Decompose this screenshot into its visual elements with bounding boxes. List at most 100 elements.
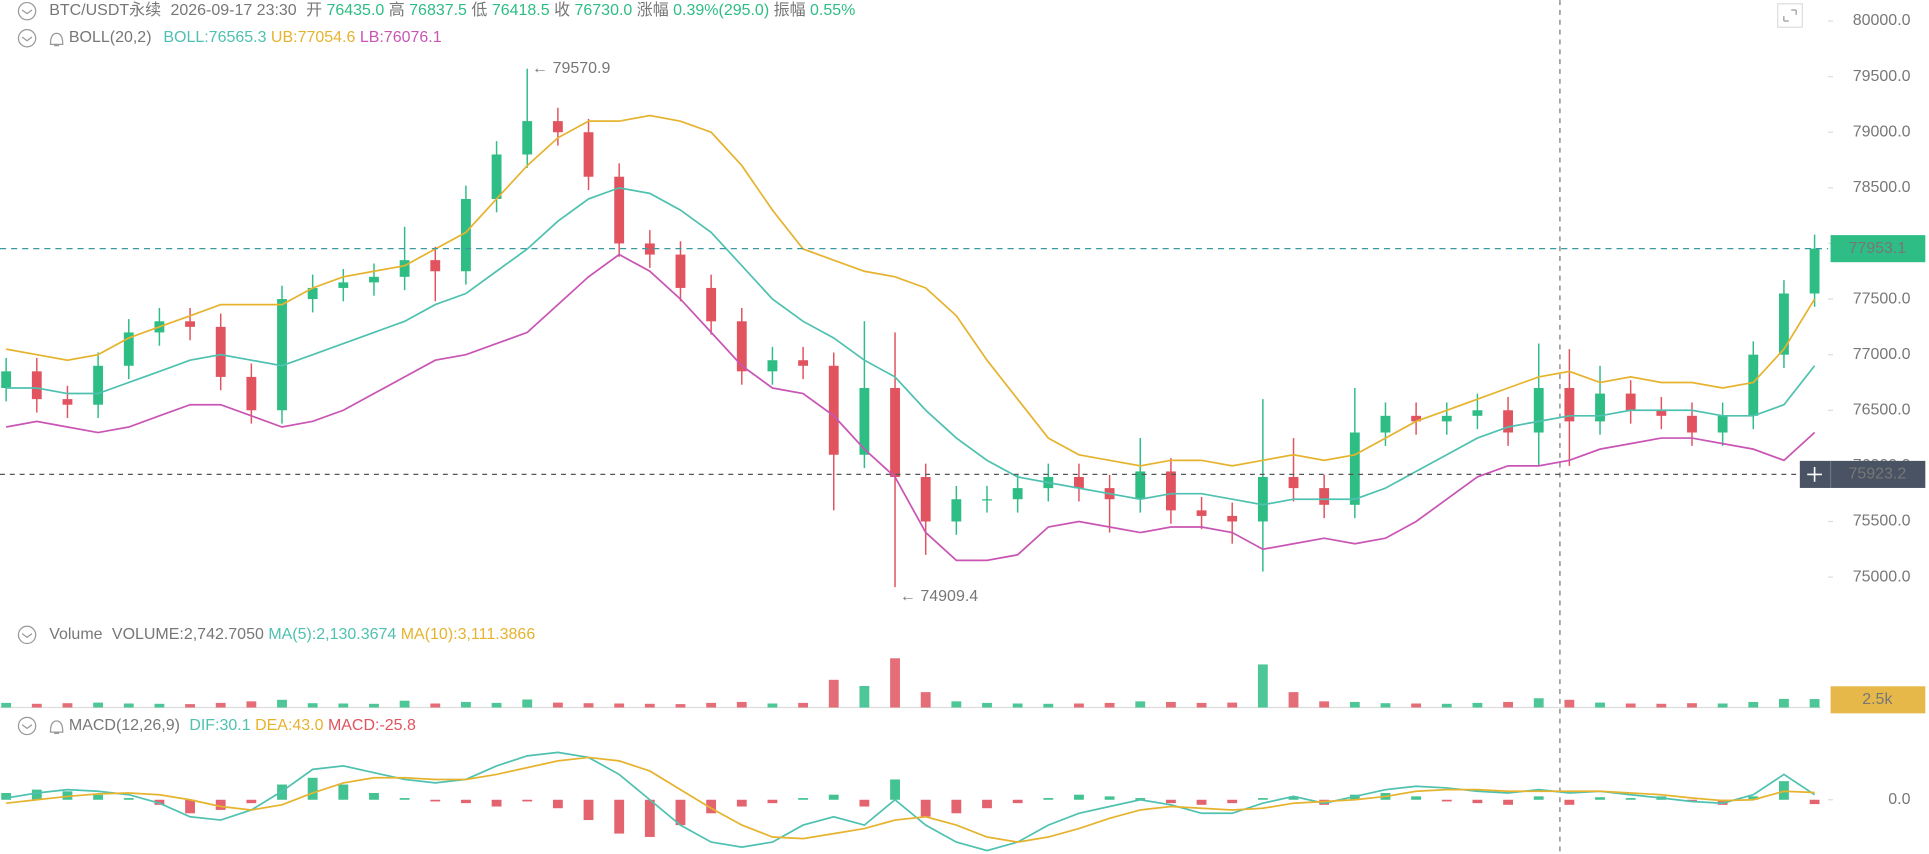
volume-bar <box>277 699 287 708</box>
candle-body <box>1411 415 1422 422</box>
candle-body <box>1625 393 1636 411</box>
volume-bar <box>1 702 12 708</box>
candle-body <box>307 287 318 300</box>
candle-body <box>215 326 226 377</box>
volume-bar <box>246 701 257 708</box>
macd-bar <box>1748 796 1759 800</box>
macd-bar <box>1227 799 1238 804</box>
candle-body <box>1319 488 1330 505</box>
macd-bar <box>246 799 257 804</box>
candle-body <box>1441 415 1452 422</box>
volume-bar <box>338 703 349 708</box>
volume-bar <box>1656 703 1667 708</box>
volume-bar <box>1533 698 1544 708</box>
candle-body <box>1 371 12 389</box>
volume-bar <box>31 703 42 708</box>
candle-body <box>982 499 992 501</box>
volume-bar <box>522 699 533 708</box>
volume-bar <box>675 704 686 708</box>
candle-body <box>246 376 257 411</box>
candle-body <box>123 332 134 366</box>
macd-bar <box>185 799 195 814</box>
volume-bar <box>1349 701 1360 708</box>
icons <box>17 1 1803 736</box>
value: MA(10):3,111.3866 <box>401 626 536 643</box>
volume-bar <box>1564 699 1575 708</box>
macd-bar <box>1074 794 1084 800</box>
volume-bar <box>1441 703 1452 708</box>
macd-bar <box>1012 799 1023 804</box>
extreme-label: ← 74909.4 <box>900 588 978 605</box>
macd-bar <box>644 799 655 837</box>
macd-bar <box>93 794 104 800</box>
candle-body <box>1135 471 1146 500</box>
macd-bar <box>951 799 962 814</box>
macd-header: MACD(12,26,9) DIF:30.1 DEA:43.0 MACD:-25… <box>69 717 416 734</box>
indicator-name: BOLL(20,2) <box>69 29 152 46</box>
volume-bar <box>1165 701 1176 708</box>
candle-body <box>1503 410 1513 433</box>
toggle-icon[interactable] <box>17 29 37 48</box>
toggle-icon[interactable] <box>17 625 37 645</box>
macd-bar <box>1 792 12 800</box>
candle-body <box>644 243 655 255</box>
volume-bar <box>890 658 900 708</box>
y-tick-label: 77500.0 <box>1853 290 1911 307</box>
macd-bar <box>154 799 165 805</box>
volume-bar <box>798 702 809 708</box>
y-tick-label: 78500.0 <box>1853 179 1911 196</box>
value: DIF:30.1 <box>189 717 250 734</box>
toggle-icon[interactable] <box>17 716 37 736</box>
volume-bar <box>461 701 471 708</box>
volume-bar <box>736 701 747 708</box>
volume-bar <box>1104 702 1115 708</box>
candle-body <box>736 321 747 372</box>
volume-bar <box>154 703 165 708</box>
boll-lower <box>5 253 1816 562</box>
macd-bar <box>1165 799 1176 804</box>
header: BTC/USDT永续 2026-09-17 23:30 开 76435.0 高 … <box>49 1 855 19</box>
candle-body <box>1257 476 1268 522</box>
candle-body <box>1349 432 1360 505</box>
label: 收 <box>554 1 570 19</box>
volume-bar <box>828 679 839 708</box>
candle-body <box>62 399 73 405</box>
macd-bar <box>1043 798 1054 800</box>
volume-bar <box>93 702 104 708</box>
candle-body <box>1809 248 1820 294</box>
volume-bar <box>951 701 962 708</box>
label: 振幅 <box>774 1 806 19</box>
candle-body <box>31 371 42 400</box>
volume-bar <box>491 702 502 708</box>
volume-bar <box>399 700 410 708</box>
candle-body <box>1196 510 1207 516</box>
macd-bar <box>369 792 379 800</box>
candle-body <box>1748 354 1759 416</box>
candle-body <box>1687 415 1697 433</box>
value: DEA:43.0 <box>255 717 324 734</box>
candle-body <box>369 276 379 283</box>
macd-bar <box>1104 796 1115 800</box>
volume-header: Volume VOLUME:2,742.7050 MA(5):2,130.367… <box>49 626 535 643</box>
macd-dea <box>6 756 1815 843</box>
macd-bar <box>522 799 533 802</box>
macd-bar <box>828 794 839 800</box>
value: UB:77054.6 <box>271 29 356 46</box>
expand-icon[interactable] <box>1777 3 1803 28</box>
macd-bar <box>307 777 318 800</box>
y-tick-label: 79500.0 <box>1853 68 1911 85</box>
candle-body <box>614 176 625 244</box>
boll-mid <box>6 186 1816 506</box>
volume-bar <box>1503 701 1513 708</box>
volume-bar <box>430 703 441 708</box>
value: 76730.0 <box>575 2 633 19</box>
toggle-icon[interactable] <box>17 1 37 21</box>
candle-body <box>522 121 533 155</box>
candle-body <box>1288 476 1299 489</box>
macd-bar <box>859 799 870 807</box>
volume-bar <box>1779 698 1789 708</box>
value: 0.55% <box>810 2 855 19</box>
value: 76435.0 <box>327 2 385 19</box>
macd-bar <box>1472 799 1483 804</box>
macd-bar <box>920 799 931 817</box>
